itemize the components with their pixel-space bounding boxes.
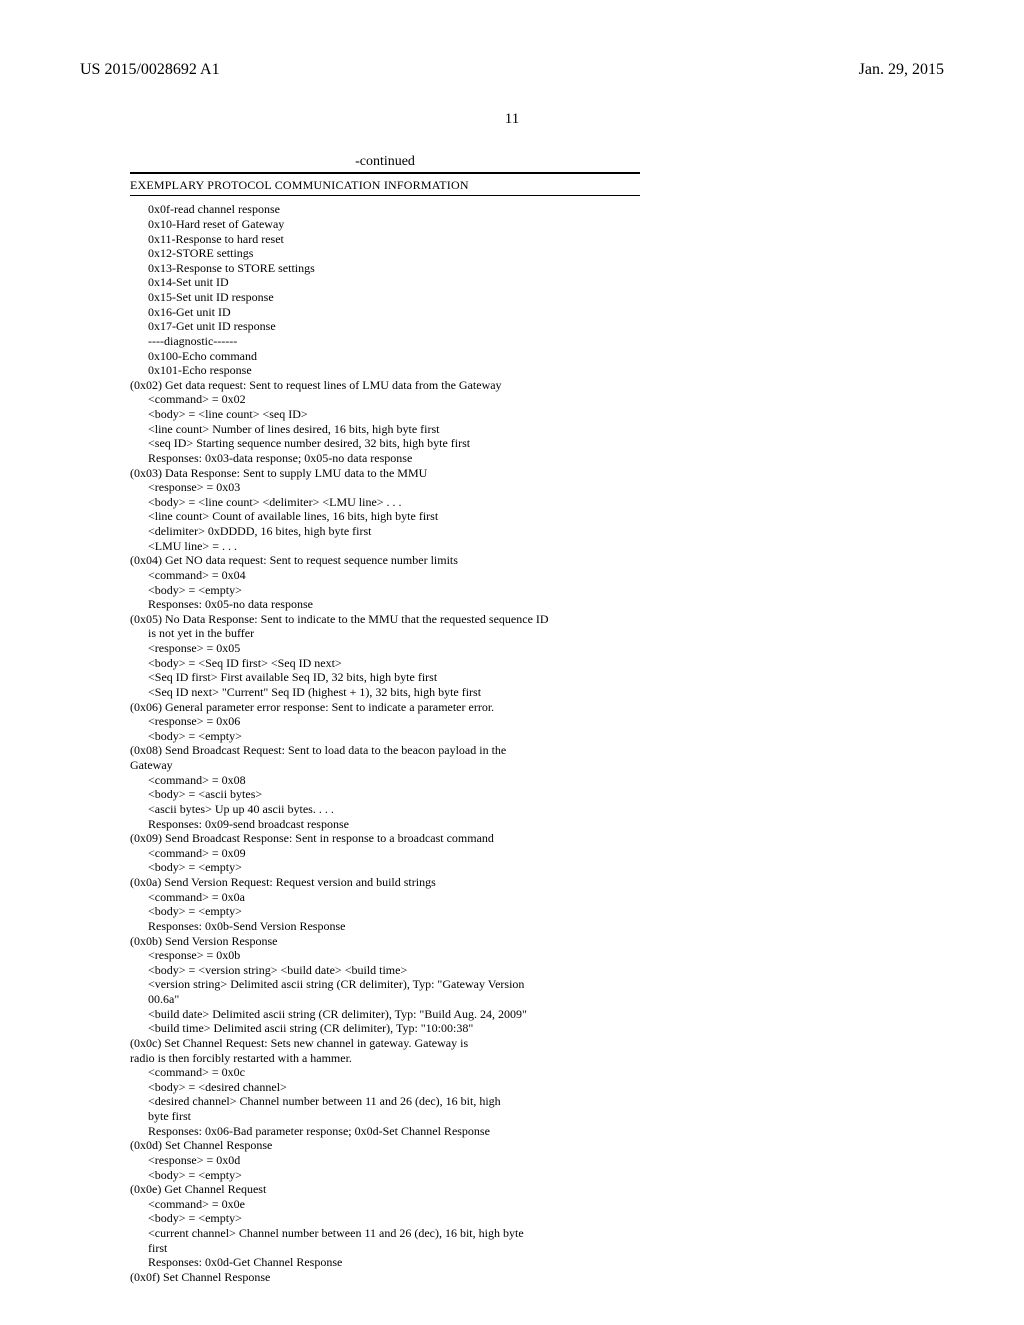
protocol-line: (0x02) Get data request: Sent to request… <box>130 378 640 393</box>
protocol-line: <build date> Delimited ascii string (CR … <box>130 1007 640 1022</box>
protocol-line: is not yet in the buffer <box>130 626 640 641</box>
rule-under-title <box>130 195 640 196</box>
protocol-line: 0x15-Set unit ID response <box>130 290 640 305</box>
protocol-line: Responses: 0x0b-Send Version Response <box>130 919 640 934</box>
protocol-line: (0x04) Get NO data request: Sent to requ… <box>130 553 640 568</box>
protocol-line: <body> = <empty> <box>130 904 640 919</box>
protocol-line: (0x0a) Send Version Request: Request ver… <box>130 875 640 890</box>
publication-date: Jan. 29, 2015 <box>859 60 944 80</box>
protocol-line: 0x101-Echo response <box>130 363 640 378</box>
protocol-line: 0x17-Get unit ID response <box>130 319 640 334</box>
protocol-line: <command> = 0x0c <box>130 1065 640 1080</box>
protocol-line: <LMU line> = . . . <box>130 539 640 554</box>
protocol-line: radio is then forcibly restarted with a … <box>130 1051 640 1066</box>
protocol-line: 00.6a" <box>130 992 640 1007</box>
page: US 2015/0028692 A1 Jan. 29, 2015 11 -con… <box>0 0 1024 1325</box>
protocol-line: <body> = <desired channel> <box>130 1080 640 1095</box>
protocol-line: <body> = <empty> <box>130 729 640 744</box>
protocol-line: 0x14-Set unit ID <box>130 275 640 290</box>
protocol-listing: 0x0f-read channel response0x10-Hard rese… <box>130 202 640 1284</box>
protocol-line: (0x0f) Set Channel Response <box>130 1270 640 1285</box>
protocol-line: <body> = <empty> <box>130 583 640 598</box>
page-header: US 2015/0028692 A1 Jan. 29, 2015 <box>80 60 944 80</box>
protocol-line: <command> = 0x08 <box>130 773 640 788</box>
protocol-line: <Seq ID next> "Current" Seq ID (highest … <box>130 685 640 700</box>
protocol-line: <body> = <ascii bytes> <box>130 787 640 802</box>
protocol-line: 0x100-Echo command <box>130 349 640 364</box>
protocol-line: <response> = 0x0b <box>130 948 640 963</box>
content-column: -continued EXEMPLARY PROTOCOL COMMUNICAT… <box>130 153 640 1285</box>
protocol-line: (0x05) No Data Response: Sent to indicat… <box>130 612 640 627</box>
protocol-line: 0x12-STORE settings <box>130 246 640 261</box>
protocol-line: <command> = 0x0a <box>130 890 640 905</box>
protocol-line: Responses: 0x09-send broadcast response <box>130 817 640 832</box>
protocol-line: (0x09) Send Broadcast Response: Sent in … <box>130 831 640 846</box>
protocol-line: first <box>130 1241 640 1256</box>
protocol-line: (0x03) Data Response: Sent to supply LMU… <box>130 466 640 481</box>
protocol-line: <body> = <empty> <box>130 860 640 875</box>
protocol-line: Responses: 0x03-data response; 0x05-no d… <box>130 451 640 466</box>
continued-label: -continued <box>130 153 640 171</box>
protocol-line: 0x11-Response to hard reset <box>130 232 640 247</box>
protocol-line: <command> = 0x0e <box>130 1197 640 1212</box>
protocol-line: <body> = <empty> <box>130 1211 640 1226</box>
page-number: 11 <box>80 110 944 129</box>
protocol-line: <version string> Delimited ascii string … <box>130 977 640 992</box>
protocol-line: <body> = <empty> <box>130 1168 640 1183</box>
protocol-line: Responses: 0x06-Bad parameter response; … <box>130 1124 640 1139</box>
protocol-line: (0x06) General parameter error response:… <box>130 700 640 715</box>
table-title: EXEMPLARY PROTOCOL COMMUNICATION INFORMA… <box>130 178 640 193</box>
publication-number: US 2015/0028692 A1 <box>80 60 220 80</box>
protocol-line: Responses: 0x05-no data response <box>130 597 640 612</box>
protocol-line: Gateway <box>130 758 640 773</box>
protocol-line: (0x0b) Send Version Response <box>130 934 640 949</box>
rule-top <box>130 172 640 174</box>
protocol-line: <delimiter> 0xDDDD, 16 bites, high byte … <box>130 524 640 539</box>
protocol-line: <command> = 0x09 <box>130 846 640 861</box>
protocol-line: <current channel> Channel number between… <box>130 1226 640 1241</box>
protocol-line: 0x13-Response to STORE settings <box>130 261 640 276</box>
protocol-line: <line count> Number of lines desired, 16… <box>130 422 640 437</box>
protocol-line: <response> = 0x03 <box>130 480 640 495</box>
protocol-line: <body> = <line count> <delimiter> <LMU l… <box>130 495 640 510</box>
protocol-line: <body> = <line count> <seq ID> <box>130 407 640 422</box>
protocol-line: <line count> Count of available lines, 1… <box>130 509 640 524</box>
protocol-line: (0x0c) Set Channel Request: Sets new cha… <box>130 1036 640 1051</box>
protocol-line: <desired channel> Channel number between… <box>130 1094 640 1109</box>
protocol-line: <command> = 0x02 <box>130 392 640 407</box>
protocol-line: (0x0e) Get Channel Request <box>130 1182 640 1197</box>
protocol-line: <command> = 0x04 <box>130 568 640 583</box>
protocol-line: <seq ID> Starting sequence number desire… <box>130 436 640 451</box>
protocol-line: <body> = <version string> <build date> <… <box>130 963 640 978</box>
protocol-line: <Seq ID first> First available Seq ID, 3… <box>130 670 640 685</box>
protocol-line: 0x0f-read channel response <box>130 202 640 217</box>
protocol-line: <response> = 0x06 <box>130 714 640 729</box>
protocol-line: <response> = 0x05 <box>130 641 640 656</box>
protocol-line: byte first <box>130 1109 640 1124</box>
protocol-line: <body> = <Seq ID first> <Seq ID next> <box>130 656 640 671</box>
protocol-line: <response> = 0x0d <box>130 1153 640 1168</box>
protocol-line: (0x0d) Set Channel Response <box>130 1138 640 1153</box>
protocol-line: 0x10-Hard reset of Gateway <box>130 217 640 232</box>
protocol-line: <ascii bytes> Up up 40 ascii bytes. . . … <box>130 802 640 817</box>
protocol-line: Responses: 0x0d-Get Channel Response <box>130 1255 640 1270</box>
protocol-line: 0x16-Get unit ID <box>130 305 640 320</box>
protocol-line: (0x08) Send Broadcast Request: Sent to l… <box>130 743 640 758</box>
protocol-line: ----diagnostic------ <box>130 334 640 349</box>
protocol-line: <build time> Delimited ascii string (CR … <box>130 1021 640 1036</box>
